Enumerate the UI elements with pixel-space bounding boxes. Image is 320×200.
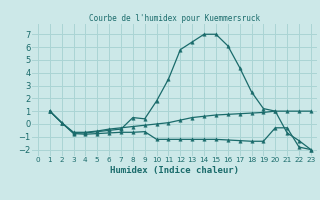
X-axis label: Humidex (Indice chaleur): Humidex (Indice chaleur) bbox=[110, 166, 239, 175]
Title: Courbe de l'humidex pour Kuemmersruck: Courbe de l'humidex pour Kuemmersruck bbox=[89, 14, 260, 23]
